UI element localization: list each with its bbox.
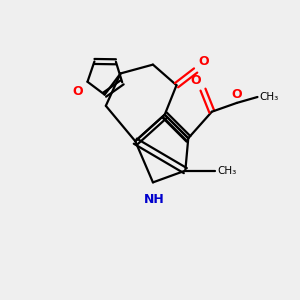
Text: O: O — [198, 55, 208, 68]
Text: O: O — [72, 85, 83, 98]
Text: O: O — [190, 74, 201, 87]
Text: O: O — [232, 88, 242, 101]
Text: CH₃: CH₃ — [217, 166, 236, 176]
Text: NH: NH — [144, 193, 165, 206]
Text: CH₃: CH₃ — [260, 92, 279, 102]
